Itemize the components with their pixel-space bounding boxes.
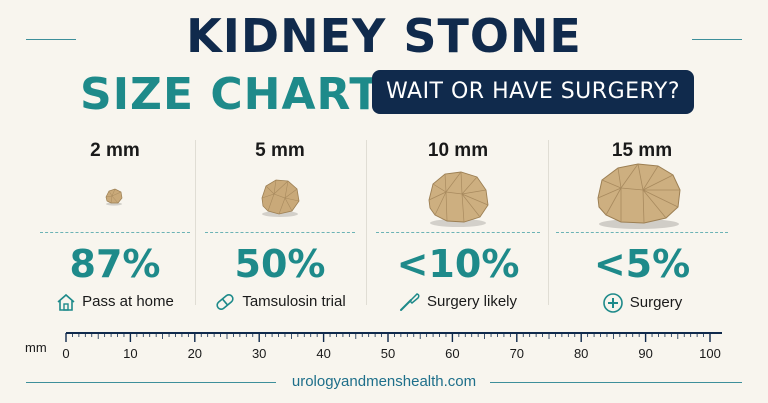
footer-line-right xyxy=(490,382,742,383)
subtitle-pill: WAIT OR HAVE SURGERY? xyxy=(372,70,694,114)
ruler-tick-label: 30 xyxy=(252,346,266,361)
stone-column-2mm: 2 mm 87% Pass at home xyxy=(40,132,190,314)
action-text: Pass at home xyxy=(82,292,174,310)
decorative-line-top-right xyxy=(692,39,742,40)
ruler-tick-label: 50 xyxy=(381,346,395,361)
home-icon xyxy=(57,293,75,311)
column-divider xyxy=(195,140,196,305)
action-text: Tamsulosin trial xyxy=(242,292,346,310)
stone-column-15mm: 15 mm <5% Surgery xyxy=(556,132,728,314)
pass-rate-percent: 87% xyxy=(69,242,161,286)
pass-rate-percent: <5% xyxy=(593,242,691,286)
ruler-tick-label: 20 xyxy=(188,346,202,361)
stone-size-label: 15 mm xyxy=(611,140,673,161)
stone-column-5mm: 5 mm 50% Tamsulosin trial xyxy=(205,132,355,314)
stone-5mm-image xyxy=(261,179,300,217)
action-text: Surgery xyxy=(629,293,683,311)
pass-rate-percent: <10% xyxy=(396,242,520,286)
stone-column-10mm: 10 mm <10% Surgery likely xyxy=(376,132,540,314)
pill-icon xyxy=(216,293,234,311)
plus-circle-icon xyxy=(602,293,623,313)
ruler-tick-label: 0 xyxy=(62,346,69,361)
column-divider xyxy=(548,140,549,305)
ruler-tick-label: 70 xyxy=(510,346,524,361)
pass-rate-percent: 50% xyxy=(234,242,326,286)
footer-line-left xyxy=(26,382,276,383)
footer-website: urologyandmenshealth.com xyxy=(291,373,477,390)
decorative-line-top-left xyxy=(26,39,76,40)
dashed-divider xyxy=(205,232,355,233)
ruler-tick-label: 60 xyxy=(445,346,459,361)
stone-2mm-image xyxy=(105,188,123,206)
action-label: Surgery xyxy=(556,292,728,314)
ruler-tick-label: 10 xyxy=(123,346,137,361)
stone-15mm-image xyxy=(597,163,681,229)
dashed-divider xyxy=(376,232,540,233)
dashed-divider xyxy=(40,232,190,233)
stone-size-label: 10 mm xyxy=(427,140,489,161)
stone-size-label: 5 mm xyxy=(255,140,305,161)
action-label: Pass at home xyxy=(40,292,190,312)
ruler-tick-label: 80 xyxy=(574,346,588,361)
ruler-tick-label: 40 xyxy=(316,346,330,361)
page-title-line2: SIZE CHART: xyxy=(80,69,397,120)
ruler-unit-label: mm xyxy=(25,340,47,355)
page-title: KIDNEY STONE xyxy=(186,9,582,63)
column-divider xyxy=(366,140,367,305)
action-label: Tamsulosin trial xyxy=(205,292,355,312)
stone-10mm-image xyxy=(428,171,489,227)
dashed-divider xyxy=(556,232,728,233)
action-text: Surgery likely xyxy=(426,292,518,310)
mm-ruler: mm 0 10 20 30 40 50 60 70 80 90 100 xyxy=(25,332,722,361)
stone-size-label: 2 mm xyxy=(90,140,140,161)
ruler-tick-label: 100 xyxy=(699,346,721,361)
scalpel-icon xyxy=(399,293,420,311)
ruler-tick-label: 90 xyxy=(638,346,652,361)
action-label: Surgery likely xyxy=(376,292,540,312)
